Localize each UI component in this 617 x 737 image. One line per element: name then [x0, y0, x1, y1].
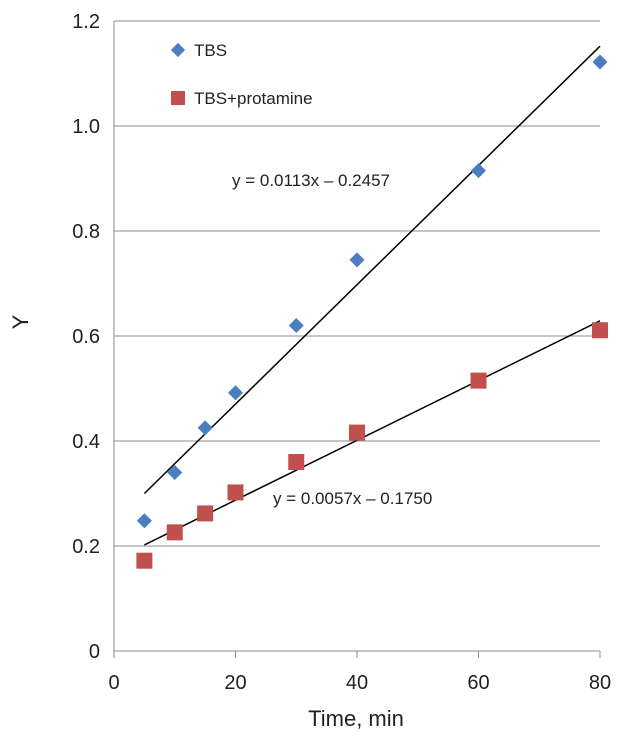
y-tick-label: 1.2	[72, 11, 100, 33]
x-tick-label: 40	[346, 672, 368, 694]
tbs-data-point	[167, 465, 183, 480]
tbs-data-point	[228, 385, 243, 401]
trendlines	[143, 45, 601, 546]
tbs-data-point	[592, 54, 608, 70]
y-tick-label: 1.0	[72, 116, 100, 138]
tbs-data-point	[288, 318, 304, 333]
legend: TBS TBS+protamine	[170, 41, 313, 108]
tbs-protamine-trendline	[144, 320, 601, 546]
tbs-protamine-data-point	[470, 372, 487, 389]
x-tick-label: 20	[224, 672, 246, 694]
legend-tbs-label: TBS	[194, 41, 227, 60]
tbs-trendline-equation: y = 0.0113x – 0.2457	[232, 171, 390, 190]
legend-tbs-protamine-marker	[171, 91, 185, 105]
y-tick-label: 0.8	[72, 221, 100, 243]
tbs-protamine-data-point	[197, 505, 214, 522]
y-axis-title: Y	[8, 314, 33, 329]
tbs-protamine-trendline-equation: y = 0.0057x – 0.1750	[273, 489, 432, 508]
axes	[113, 21, 601, 658]
y-tick-label: 0	[89, 641, 100, 663]
y-tick-label: 0.6	[72, 326, 100, 348]
tbs-data-point	[349, 252, 365, 268]
tick-labels: 0 0.2 0.4 0.6 0.8 1.0 1.2 0 20 40 60 80	[72, 11, 611, 694]
tbs-protamine-data-point	[592, 322, 608, 339]
legend-tbs-marker	[170, 42, 186, 58]
tbs-data-point	[197, 420, 213, 436]
tbs-protamine-data-point	[227, 484, 244, 501]
tbs-trendline	[143, 45, 601, 495]
y-tick-label: 0.2	[72, 536, 100, 558]
tbs-protamine-data-point	[166, 524, 183, 541]
x-tick-label: 0	[108, 672, 119, 694]
gridlines	[114, 20, 600, 547]
legend-tbs-protamine-label: TBS+protamine	[194, 89, 313, 108]
x-tick-label: 80	[589, 672, 611, 694]
x-tick-label: 60	[467, 672, 489, 694]
data-points	[136, 54, 608, 569]
tbs-protamine-data-point	[288, 454, 305, 470]
x-axis-title: Time, min	[308, 706, 404, 731]
tbs-protamine-data-point	[349, 424, 365, 441]
tbs-data-point	[136, 513, 152, 529]
tbs-data-point	[471, 163, 486, 179]
y-tick-label: 0.4	[72, 431, 100, 453]
tbs-protamine-data-point	[136, 552, 153, 569]
